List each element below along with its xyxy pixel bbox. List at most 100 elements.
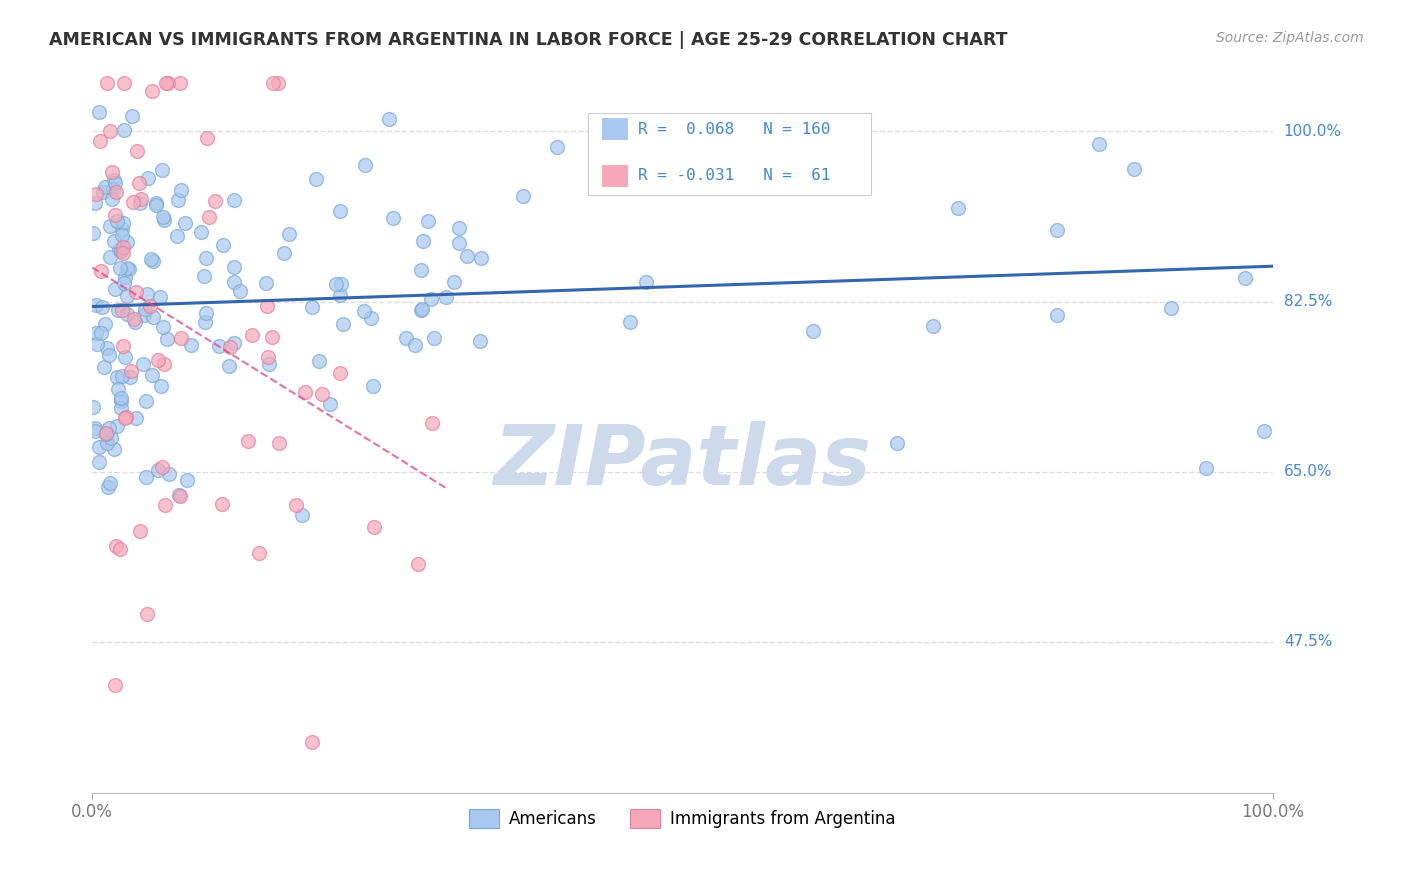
Point: [103, 678, 125, 692]
Point: [269, 435, 291, 450]
Point: [470, 334, 492, 348]
Point: [136, 607, 159, 622]
Point: [110, 392, 132, 406]
Point: [247, 546, 270, 560]
Point: [141, 368, 163, 383]
Text: 47.5%: 47.5%: [1284, 634, 1331, 649]
Point: [149, 290, 172, 304]
Point: [219, 339, 242, 353]
Point: [89, 134, 111, 148]
Point: [84, 326, 107, 341]
Point: [416, 213, 439, 227]
Point: [146, 463, 169, 477]
Point: [361, 378, 384, 392]
Point: [141, 84, 163, 98]
Text: 100.0%: 100.0%: [1284, 124, 1341, 139]
Point: [153, 357, 176, 371]
Point: [90, 264, 112, 278]
Point: [111, 303, 134, 318]
Point: [145, 196, 167, 211]
FancyBboxPatch shape: [588, 112, 872, 195]
Point: [114, 411, 136, 425]
Point: [150, 163, 173, 178]
Point: [110, 260, 132, 275]
Point: [211, 238, 233, 252]
Point: [114, 410, 136, 425]
Point: [98, 348, 121, 362]
Point: [120, 364, 142, 378]
Point: [131, 192, 153, 206]
Point: [311, 386, 333, 401]
Point: [96, 76, 118, 90]
Point: [146, 353, 169, 368]
Point: [363, 520, 385, 534]
Point: [294, 384, 316, 399]
Point: [110, 401, 132, 415]
Point: [134, 308, 156, 322]
Point: [104, 282, 127, 296]
Point: [267, 76, 290, 90]
Point: [228, 284, 250, 298]
Point: [512, 189, 534, 203]
Point: [886, 436, 908, 450]
Point: [193, 268, 215, 283]
Point: [124, 285, 146, 300]
Point: [395, 331, 418, 345]
Point: [89, 454, 111, 468]
Point: [257, 357, 280, 371]
Point: [406, 557, 429, 571]
Point: [236, 434, 259, 448]
Point: [110, 244, 132, 258]
Point: [222, 260, 245, 274]
Point: [111, 339, 134, 353]
Point: [546, 140, 568, 154]
Point: [105, 369, 128, 384]
Point: [112, 276, 135, 290]
Point: [124, 315, 146, 329]
Point: [117, 260, 139, 275]
Point: [84, 196, 107, 211]
Point: [222, 193, 245, 207]
Point: [115, 235, 138, 250]
Point: [142, 253, 165, 268]
Point: [91, 185, 114, 199]
Point: [301, 300, 323, 314]
Point: [124, 410, 146, 425]
Point: [115, 288, 138, 302]
Point: [108, 243, 131, 257]
Point: [103, 234, 125, 248]
Point: [98, 421, 121, 435]
Point: [107, 382, 129, 396]
Point: [104, 207, 127, 221]
Point: [329, 366, 352, 380]
Point: [96, 341, 118, 355]
Point: [190, 225, 212, 239]
Point: [111, 216, 134, 230]
Point: [921, 318, 943, 333]
Point: [122, 195, 145, 210]
Point: [180, 338, 202, 352]
Point: [94, 426, 117, 441]
Point: [152, 319, 174, 334]
Point: [301, 735, 323, 749]
Text: 82.5%: 82.5%: [1284, 294, 1331, 309]
Point: [329, 277, 352, 291]
Point: [100, 165, 122, 179]
Point: [107, 419, 129, 434]
Point: [124, 312, 146, 326]
Point: [1233, 271, 1256, 285]
Point: [447, 236, 470, 251]
Point: [353, 304, 375, 318]
Point: [110, 394, 132, 409]
Point: [470, 251, 492, 265]
Point: [98, 251, 121, 265]
Point: [84, 421, 107, 435]
Point: [121, 109, 143, 123]
Point: [118, 262, 141, 277]
Point: [195, 306, 218, 320]
Point: [308, 354, 330, 368]
Point: [93, 359, 115, 374]
Point: [211, 498, 233, 512]
Point: [115, 307, 138, 321]
Text: ZIPat​las: ZIPat​las: [494, 421, 872, 502]
